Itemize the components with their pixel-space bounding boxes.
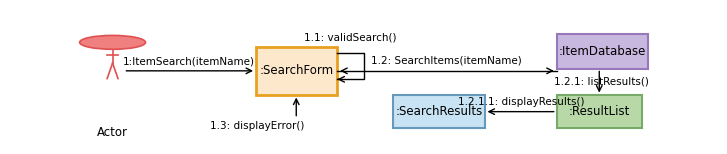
FancyBboxPatch shape <box>393 95 485 128</box>
Text: 1.2.1: listResults(): 1.2.1: listResults() <box>554 77 649 87</box>
FancyBboxPatch shape <box>557 34 648 69</box>
Circle shape <box>80 35 145 49</box>
Text: 1:ItemSearch(itemName): 1:ItemSearch(itemName) <box>124 56 255 66</box>
Text: :ResultList: :ResultList <box>569 105 630 118</box>
Text: 1.1: validSearch(): 1.1: validSearch() <box>305 32 397 42</box>
FancyBboxPatch shape <box>256 47 337 95</box>
Text: 1.2: SearchItems(itemName): 1.2: SearchItems(itemName) <box>371 55 522 65</box>
FancyBboxPatch shape <box>557 95 642 128</box>
Text: 1.3: displayError(): 1.3: displayError() <box>210 121 305 131</box>
Text: 1.2.1.1: displayResults(): 1.2.1.1: displayResults() <box>458 97 585 107</box>
Text: :SearchResults: :SearchResults <box>395 105 483 118</box>
Text: :ItemDatabase: :ItemDatabase <box>558 45 646 58</box>
Text: :SearchForm: :SearchForm <box>260 64 334 77</box>
Text: Actor: Actor <box>97 126 128 139</box>
